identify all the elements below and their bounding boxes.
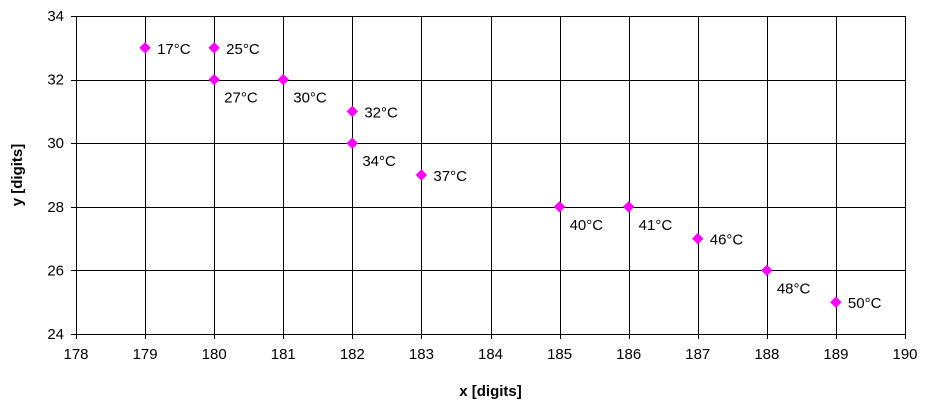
data-point (692, 232, 704, 245)
data-points (139, 42, 842, 308)
y-tick-label: 34 (47, 8, 64, 25)
data-point (761, 264, 773, 277)
point-label: 34°C (362, 153, 396, 170)
x-tick-label: 183 (409, 346, 434, 363)
x-tick-label: 189 (823, 346, 848, 363)
y-tick-label: 26 (47, 262, 64, 279)
data-point (830, 296, 842, 308)
y-axis-title: y [digits] (9, 144, 26, 207)
point-label: 32°C (364, 104, 398, 121)
data-point (139, 42, 151, 54)
point-label: 25°C (226, 41, 260, 58)
x-tick-label: 178 (63, 346, 88, 363)
point-label: 37°C (433, 168, 467, 185)
x-tick-label: 182 (340, 346, 365, 363)
point-label: 48°C (777, 280, 811, 297)
data-point (622, 201, 635, 213)
point-label: 41°C (639, 217, 673, 234)
point-label: 46°C (710, 232, 744, 249)
tick-labels: 178 179 180 181 182 183 184 185 186 187 188 189 190 2… (47, 8, 917, 363)
point-labels: 17°C 25°C 27°C 30°C 32°C 34°C 37°C 40°C 41°C 46°C… (157, 41, 882, 312)
data-point (553, 201, 566, 213)
x-tick-label: 186 (616, 346, 641, 363)
x-tick-label: 184 (478, 346, 503, 363)
data-point (208, 73, 220, 86)
point-label: 30°C (293, 90, 327, 107)
point-label: 17°C (157, 41, 191, 58)
point-label: 50°C (848, 295, 882, 312)
data-point (208, 42, 220, 54)
point-label: 40°C (570, 217, 604, 234)
x-tick-label: 185 (547, 346, 572, 363)
grid (71, 16, 906, 339)
x-tick-label: 187 (685, 346, 710, 363)
x-tick-label: 180 (202, 346, 227, 363)
data-point (415, 169, 428, 181)
x-tick-label: 181 (271, 346, 296, 363)
data-point (346, 105, 359, 118)
point-label: 27°C (224, 90, 258, 107)
y-tick-label: 30 (47, 135, 64, 152)
x-axis-title: x [digits] (459, 383, 522, 400)
x-tick-label: 188 (754, 346, 779, 363)
data-point (346, 137, 359, 149)
y-tick-label: 24 (47, 326, 64, 343)
x-tick-label: 190 (892, 346, 917, 363)
y-tick-label: 28 (47, 199, 64, 216)
x-tick-label: 179 (133, 346, 158, 363)
data-point (277, 73, 289, 86)
y-tick-label: 32 (47, 72, 64, 89)
